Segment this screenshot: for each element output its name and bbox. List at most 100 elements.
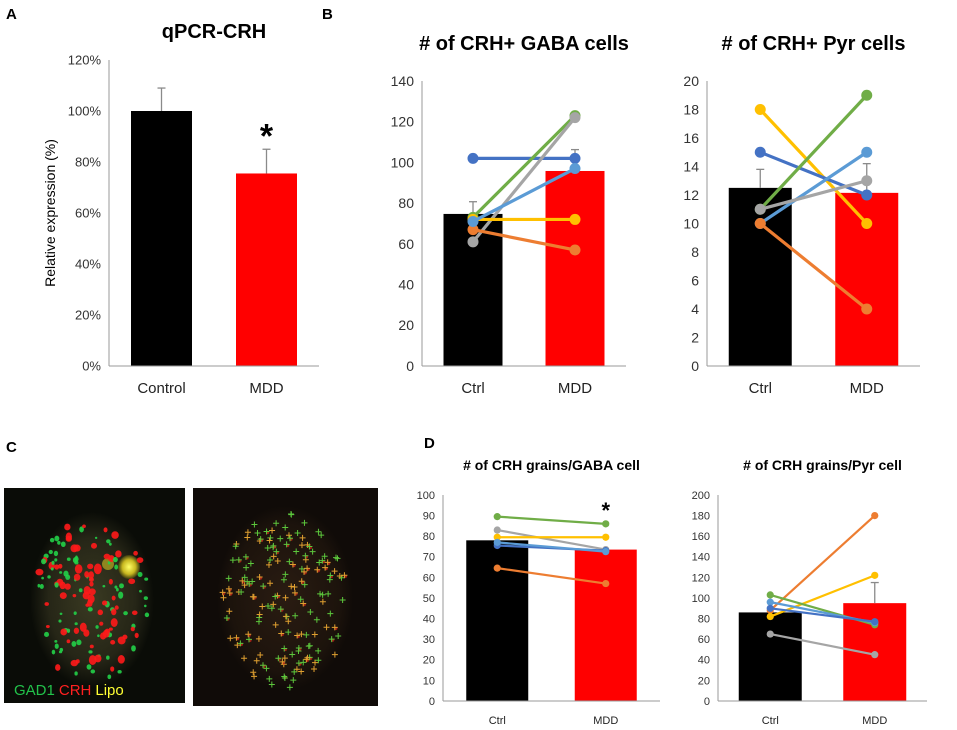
y-tick-label: 200 (692, 490, 710, 502)
grain-dot (45, 624, 50, 629)
grain-marker (223, 615, 230, 622)
grain-marker (272, 621, 279, 628)
grain-dot (97, 609, 104, 616)
grain-marker (263, 665, 270, 672)
micrograph-grain-overlay (193, 488, 378, 706)
grain-dot (54, 535, 60, 542)
y-tick-label: 18 (683, 101, 699, 117)
grain-dot (60, 541, 66, 548)
grain-marker (245, 631, 252, 638)
y-tick-label: 0% (82, 359, 101, 374)
grain-marker (286, 558, 293, 565)
grain-marker (319, 557, 326, 564)
y-tick-label: 100 (417, 490, 435, 502)
grain-dot (131, 610, 138, 616)
grain-marker (307, 608, 314, 615)
bar-ctrl (728, 187, 792, 366)
grain-dot (108, 578, 113, 585)
subject-line (471, 116, 577, 243)
grain-marker (279, 658, 286, 665)
subject-point (861, 303, 873, 315)
grain-marker (331, 624, 338, 631)
grain-marker (298, 578, 305, 585)
grain-marker (318, 532, 325, 539)
grain-marker (277, 535, 284, 542)
subject-point (569, 213, 581, 225)
grain-marker (288, 511, 295, 518)
grain-marker (314, 566, 321, 573)
subject-point (871, 511, 879, 520)
grain-marker (238, 589, 245, 596)
subject-line (759, 179, 868, 211)
grain-marker (251, 521, 258, 528)
y-tick-label: 10 (683, 215, 699, 231)
grain-dot (106, 539, 111, 544)
grain-dot (74, 622, 78, 626)
y-tick-label: 80 (398, 195, 414, 211)
grain-dot (51, 649, 56, 655)
grain-dot (48, 549, 53, 555)
subject-point (569, 112, 581, 124)
grain-dot (108, 555, 115, 562)
grain-dot (102, 629, 110, 638)
grain-dot (73, 611, 77, 615)
subject-point (766, 612, 774, 621)
grain-dot (89, 581, 94, 587)
panel-label-c: C (6, 439, 17, 456)
grain-marker (226, 589, 233, 596)
grain-marker (325, 590, 332, 597)
grain-dot (136, 557, 144, 564)
grain-marker (282, 594, 289, 601)
grain-marker (250, 669, 257, 676)
y-tick-label: 120 (391, 114, 415, 130)
grain-marker (313, 616, 320, 623)
grain-dot (66, 639, 71, 644)
grain-marker (281, 655, 288, 662)
subject-point (493, 564, 501, 572)
grain-marker (245, 636, 252, 643)
grain-marker (331, 651, 338, 658)
grain-marker (257, 652, 264, 659)
grain-marker (281, 675, 288, 682)
grain-dot (59, 612, 63, 616)
grain-marker (335, 633, 342, 640)
grain-marker (300, 659, 307, 666)
y-tick-label: 0 (406, 358, 414, 374)
subject-point (602, 579, 610, 588)
micrograph-fluorescence (4, 488, 185, 703)
grain-dot (74, 564, 83, 574)
grain-dot (88, 571, 95, 580)
grain-dot (93, 563, 102, 575)
subject-point (602, 520, 610, 528)
grain-marker (311, 631, 318, 638)
grain-marker (315, 657, 322, 664)
panel-label-a: A (6, 6, 17, 23)
subject-line (769, 514, 876, 612)
grain-marker (298, 542, 305, 549)
grain-dot (118, 591, 124, 599)
grain-dot (72, 594, 77, 598)
subject-line (471, 114, 577, 219)
y-tick-label: 60 (398, 236, 414, 252)
y-tick-label: 12 (683, 187, 699, 203)
grain-marker (282, 571, 289, 578)
grain-marker (286, 535, 293, 542)
grain-marker (225, 585, 232, 592)
grain-marker (297, 596, 304, 603)
grain-dot (51, 560, 55, 565)
subject-point (754, 203, 766, 215)
y-tick-label: 20% (75, 308, 101, 323)
chart-title: qPCR-CRH (162, 21, 266, 43)
grain-marker (246, 580, 253, 587)
subject-line (759, 94, 868, 211)
y-tick-label: 30 (423, 634, 435, 646)
grain-marker (265, 561, 272, 568)
grain-marker (233, 634, 240, 641)
chart-b2: # of CRH+ Pyr cells 0 2 4 6 8 10 12 14 16 18 20 Ctrl… (683, 33, 920, 397)
grain-marker (285, 618, 292, 625)
grain-dot (114, 564, 119, 570)
grain-marker (328, 636, 335, 643)
grain-dot (107, 674, 112, 680)
grain-dot (70, 544, 79, 553)
y-tick-label: 20 (683, 73, 699, 89)
